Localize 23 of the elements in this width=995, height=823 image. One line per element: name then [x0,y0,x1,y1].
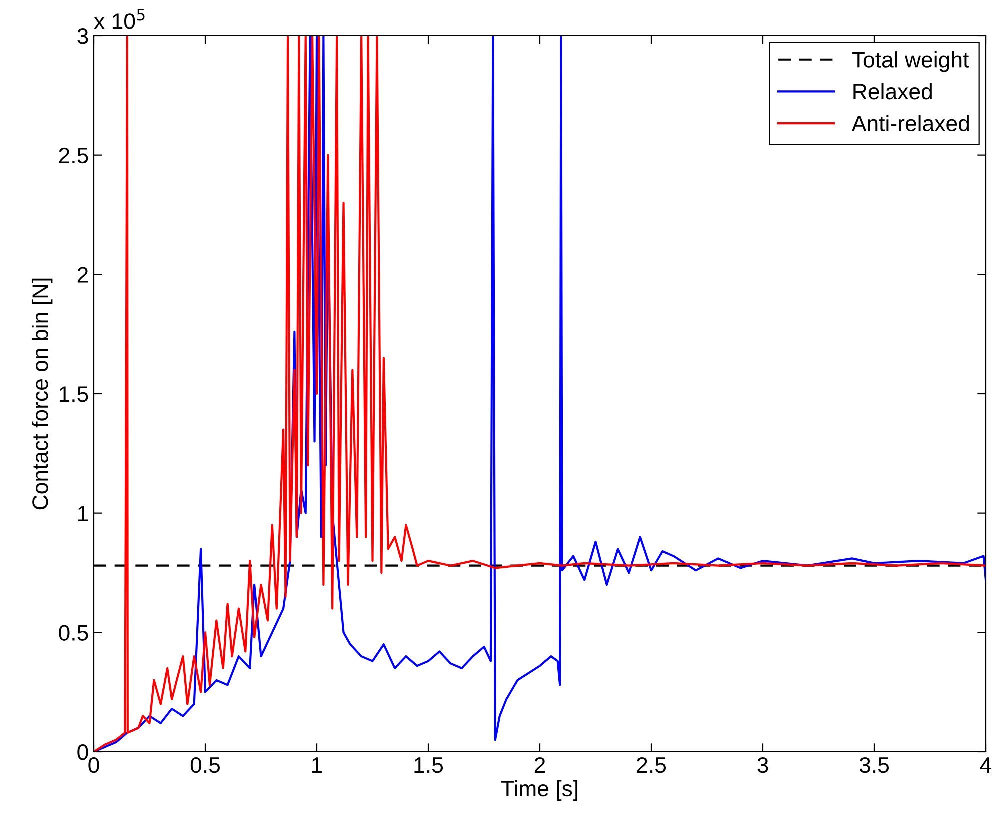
legend-label: Anti-relaxed [852,115,970,132]
x-tick-label: 0 [88,757,100,774]
x-tick-label: 2 [534,757,546,773]
x-tick-label: 1.5 [414,758,444,774]
y-tick-label: 2 [78,267,88,283]
x-tick-label: 3 [758,757,768,774]
text: x 10$^{5}$ [94,9,145,30]
y-tick-label: 2.5 [59,148,88,164]
x-tick-label: 1 [312,758,322,773]
y-axis-title: Contact force on bin [N] [32,278,53,510]
y-tick-label: 1 [78,506,88,522]
x-tick-label: 4 [980,758,992,773]
y-tick-label: 0 [78,744,88,760]
y-tick-label: 1.5 [60,386,88,402]
y-tick-label: 0.5 [59,625,88,641]
y-tick-label: 3 [78,28,88,44]
line-series [94,36,986,752]
x-tick-label: 0.5 [190,757,220,774]
legend-label: Total weight [852,52,970,72]
x-tick-label: 3.5 [860,757,890,774]
x-tick-label: 2.5 [637,757,666,774]
legend-label: Relaxed [854,83,932,100]
x-axis-title: Time [s] [501,780,578,802]
